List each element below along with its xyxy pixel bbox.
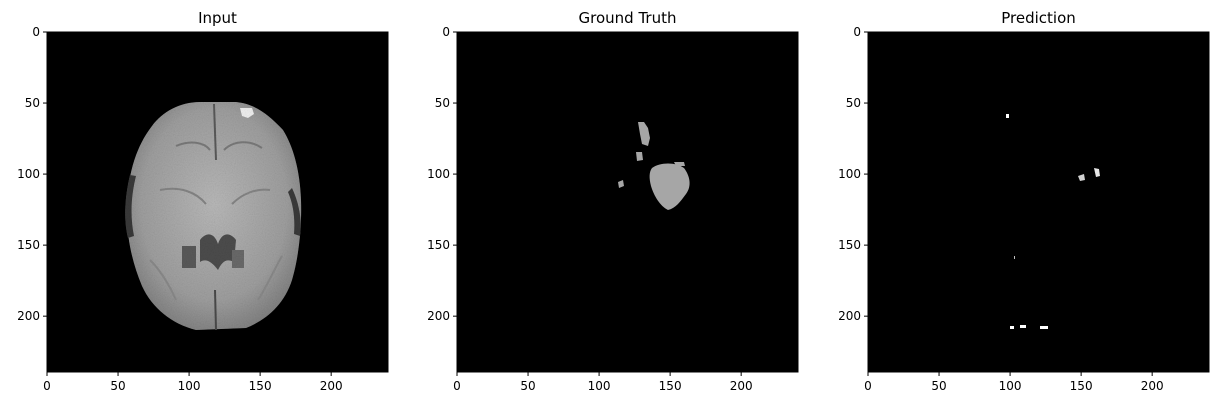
y-tick-label: 100 xyxy=(17,167,40,181)
brain-mri-image xyxy=(125,102,302,331)
x-tick-label: 50 xyxy=(520,379,535,393)
y-tick-label: 50 xyxy=(25,96,40,110)
y-tick-label: 100 xyxy=(838,167,861,181)
image-area xyxy=(868,32,1209,372)
y-tick-label: 50 xyxy=(846,96,861,110)
y-tick-label: 150 xyxy=(838,238,861,252)
x-tick-label: 50 xyxy=(110,379,125,393)
y-tick-label: 0 xyxy=(442,25,450,39)
panel-title: Prediction xyxy=(1001,9,1076,27)
y-tick-label: 100 xyxy=(427,167,450,181)
x-tick-label: 0 xyxy=(453,379,461,393)
panel-prediction: Prediction 0 50 100 150 200 0 50 100 150 200 xyxy=(838,9,1210,393)
panel-title: Ground Truth xyxy=(579,9,677,27)
y-tick-label: 150 xyxy=(17,238,40,252)
y-tick-label: 0 xyxy=(853,25,861,39)
x-tick-label: 150 xyxy=(249,379,272,393)
y-axis: 0 50 100 150 200 xyxy=(838,25,868,323)
x-tick-label: 50 xyxy=(931,379,946,393)
x-tick-label: 0 xyxy=(43,379,51,393)
x-tick-label: 100 xyxy=(999,379,1022,393)
y-axis: 0 50 100 150 200 xyxy=(17,25,47,323)
x-axis: 0 50 100 150 200 xyxy=(864,31,1210,393)
panel-ground-truth: Ground Truth 0 50 100 150 200 0 50 100 150 200 xyxy=(427,9,799,393)
x-tick-label: 150 xyxy=(1070,379,1093,393)
x-tick-label: 200 xyxy=(1141,379,1164,393)
y-tick-label: 50 xyxy=(435,96,450,110)
y-tick-label: 150 xyxy=(427,238,450,252)
x-tick-label: 100 xyxy=(588,379,611,393)
x-tick-label: 100 xyxy=(178,379,201,393)
x-axis: 0 50 100 150 200 xyxy=(453,31,799,393)
prediction-mask xyxy=(1006,114,1100,329)
y-axis: 0 50 100 150 200 xyxy=(427,25,457,323)
x-tick-label: 0 xyxy=(864,379,872,393)
axes-frame xyxy=(867,31,1210,373)
x-tick-label: 150 xyxy=(659,379,682,393)
image-area xyxy=(457,32,798,372)
y-tick-label: 200 xyxy=(838,309,861,323)
x-tick-label: 200 xyxy=(730,379,753,393)
panel-title: Input xyxy=(198,9,237,27)
axes-frame xyxy=(46,31,389,373)
y-tick-label: 0 xyxy=(32,25,40,39)
x-axis: 0 50 100 150 200 xyxy=(43,31,389,393)
y-tick-label: 200 xyxy=(17,309,40,323)
x-tick-label: 200 xyxy=(320,379,343,393)
axes-frame xyxy=(456,31,799,373)
y-tick-label: 200 xyxy=(427,309,450,323)
ground-truth-mask xyxy=(618,122,690,210)
